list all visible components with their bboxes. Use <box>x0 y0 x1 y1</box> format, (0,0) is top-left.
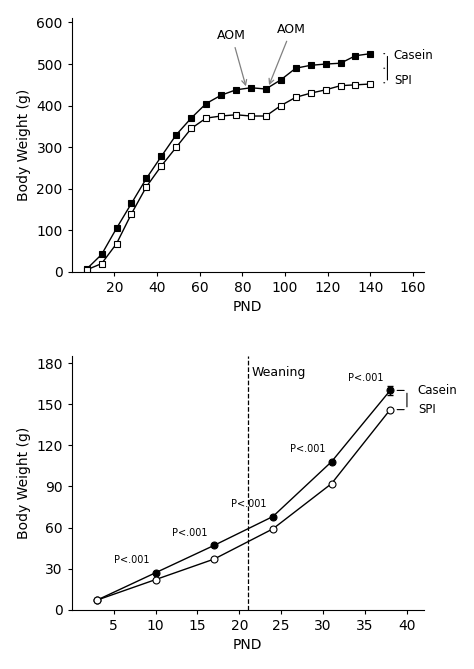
Text: Weaning: Weaning <box>252 366 306 379</box>
Text: SPI: SPI <box>394 74 411 87</box>
Text: P<.001: P<.001 <box>173 528 208 538</box>
Text: Casein: Casein <box>418 384 457 397</box>
Text: P<.001: P<.001 <box>231 499 266 509</box>
Y-axis label: Body Weight (g): Body Weight (g) <box>17 89 31 201</box>
Text: P<.001: P<.001 <box>290 444 325 454</box>
Text: P<.001: P<.001 <box>348 373 384 383</box>
Text: AOM: AOM <box>269 23 306 84</box>
Text: SPI: SPI <box>418 403 436 416</box>
Y-axis label: Body Weight (g): Body Weight (g) <box>17 427 31 539</box>
Text: P<.001: P<.001 <box>114 555 149 565</box>
X-axis label: PND: PND <box>233 638 263 652</box>
X-axis label: PND: PND <box>233 300 263 314</box>
Text: Casein: Casein <box>394 50 434 62</box>
Text: AOM: AOM <box>217 29 246 85</box>
